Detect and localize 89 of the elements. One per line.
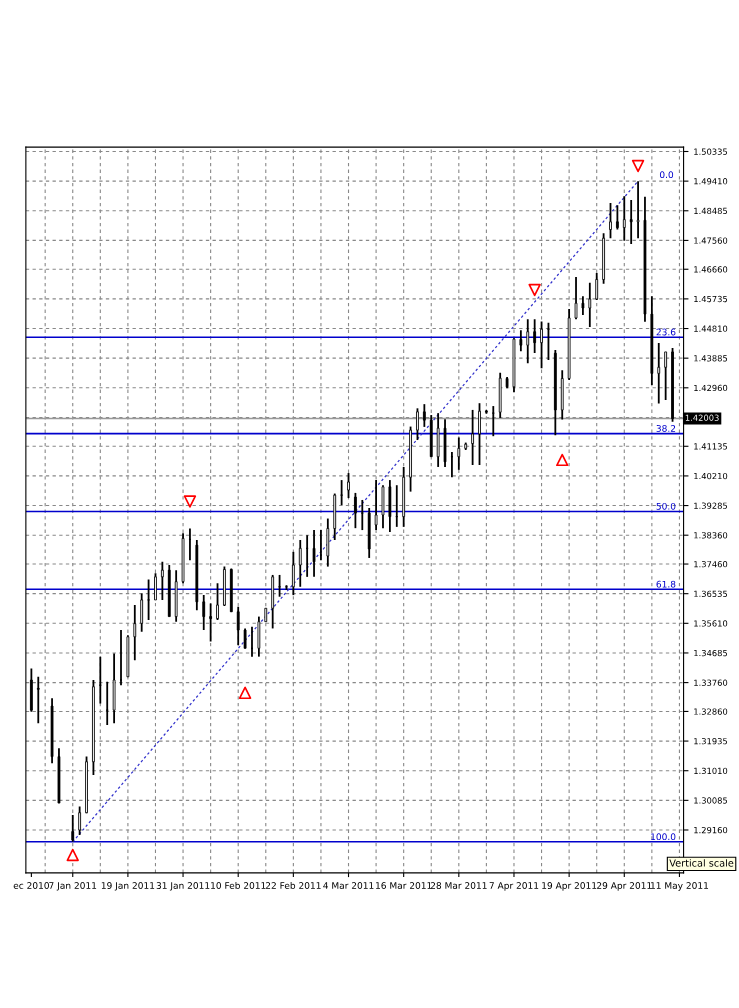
x-tick-label: 16 Mar 2011: [376, 882, 432, 889]
candlestick: [616, 204, 619, 231]
y-tick-label: 1.47560: [694, 237, 728, 244]
candlestick: [491, 405, 495, 438]
candlestick: [533, 318, 537, 354]
y-tick-label: 1.31010: [694, 767, 728, 774]
y-tick-label: 1.31935: [694, 738, 728, 745]
x-tick-label: 22 Feb 2011: [265, 881, 321, 889]
candlestick: [223, 565, 226, 607]
y-tick-label: 1.40210: [694, 472, 728, 480]
x-tick-label: 11 May 2011: [651, 882, 709, 891]
candlestick: [588, 281, 592, 328]
annotation: Vertical scale: [669, 859, 734, 867]
candlestick: [354, 492, 357, 530]
y-tick-label: 1.42960: [694, 384, 728, 392]
candlestick: [636, 180, 640, 240]
candlestick: [657, 342, 661, 405]
candlestick: [30, 667, 33, 713]
candlestick: [629, 199, 633, 245]
annotation: 0.0: [659, 171, 674, 179]
point: [238, 686, 252, 700]
y-tick-label: 1.34685: [694, 649, 728, 657]
x-tick-label: 29 Apr 2011: [597, 882, 652, 891]
y-tick-label: 1.38360: [694, 532, 728, 539]
annotation: 50.0: [656, 502, 676, 510]
y-tick-label: 1.43885: [694, 355, 728, 362]
x-tick-label: 19 Jan 2011: [101, 882, 155, 891]
y-tick-label: 1.30085: [694, 797, 728, 804]
x-tick-label: ec 2010: [13, 882, 49, 889]
candlestick: [298, 539, 302, 588]
candlestick: [471, 409, 474, 466]
candlestick: [671, 347, 674, 423]
candlestick: [92, 679, 95, 776]
candlestick: [78, 805, 82, 837]
x-tick-label: 28 Mar 2011: [430, 882, 487, 889]
y-tick-label: 1.41135: [694, 443, 728, 450]
candlestick: [602, 232, 605, 285]
point: [66, 848, 79, 862]
y-tick-label: 1.37460: [694, 561, 728, 568]
candlestick: [85, 755, 88, 815]
y-tick-label: 1.35610: [694, 620, 728, 627]
point: [183, 495, 197, 508]
candlestick: [574, 276, 578, 321]
x-tick-label: 7 Jan 2011: [49, 882, 97, 891]
ref-line-label: 1.42003: [685, 414, 719, 421]
y-tick-label: 1.45735: [694, 295, 728, 303]
point: [631, 159, 645, 173]
candlestick: [216, 582, 219, 622]
y-tick-label: 1.32860: [694, 708, 728, 715]
candlestick: [609, 202, 612, 240]
candlestick: [160, 560, 164, 601]
candlestick: [36, 675, 40, 725]
candlestick: [140, 592, 144, 633]
annotation: 100.0: [651, 833, 676, 841]
candlestick: [147, 578, 150, 622]
candlestick: [119, 629, 123, 687]
candlestick: [202, 594, 206, 631]
x-tick-label: 19 Apr 2011: [542, 882, 597, 891]
candlestick: [360, 499, 364, 531]
candlestick: [526, 318, 530, 365]
point: [556, 453, 569, 467]
y-tick-label: 1.36535: [694, 590, 728, 597]
y-tick-label: 1.39285: [694, 502, 728, 509]
candlestick: [416, 407, 419, 441]
annotation: 38.2: [656, 425, 676, 432]
candlestick: [478, 402, 481, 466]
candlestick: [581, 295, 585, 316]
x-tick-label: 4 Mar 2011: [323, 882, 374, 889]
candlestick: [409, 425, 412, 493]
x-tick-label: 31 Jan 2011: [156, 882, 210, 891]
annotation: 61.8: [656, 580, 676, 588]
y-tick-label: 1.50335: [694, 148, 728, 155]
y-tick-label: 1.48485: [694, 207, 728, 215]
y-tick-label: 1.44810: [694, 325, 728, 332]
x-tick-label: 7 Apr 2011: [489, 882, 539, 891]
candlestick: [243, 627, 247, 650]
y-tick-label: 1.29160: [694, 826, 728, 834]
y-tick-label: 1.33760: [694, 679, 728, 686]
y-tick-label: 1.49410: [694, 178, 728, 185]
candlestick: [664, 351, 668, 401]
point: [528, 283, 541, 297]
candlestick: [422, 403, 426, 428]
annotation: 23.6: [656, 328, 676, 336]
candlestick: [133, 604, 137, 662]
x-tick-label: 10 Feb 2011: [211, 881, 266, 889]
candlestick: [312, 529, 316, 578]
candlestick: [519, 329, 523, 353]
y-tick-label: 1.46660: [694, 266, 728, 273]
candlestick: [340, 479, 344, 506]
